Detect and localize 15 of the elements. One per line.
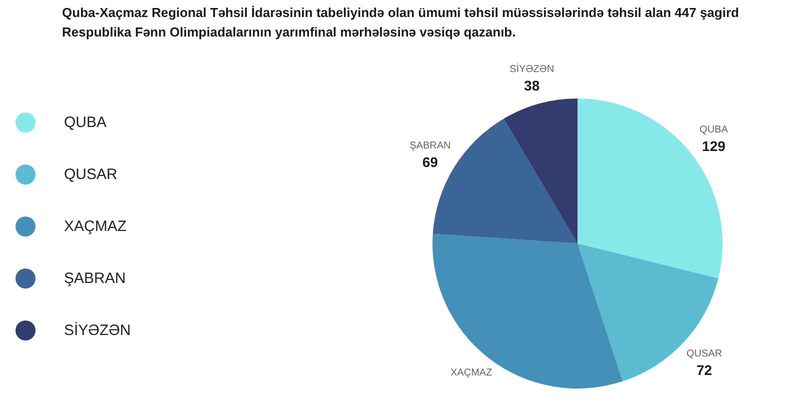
chart-title: Quba-Xaçmaz Regional Təhsil İdarəsinin tabeliyində olan ümumi təhsil müəssisələrində təhsil alan 447 şagird Respublika Fənn Olimpiadalarının yarımfinal mərhələsinə vəsiqə qazanıb.: [62, 5, 740, 40]
slice-label: ŞABRAN: [410, 140, 451, 152]
slice-label: QUSAR: [686, 348, 722, 360]
legend-label: QUBA: [64, 114, 107, 130]
slice-label: QUBA: [700, 124, 728, 136]
data-label: 129: [702, 138, 726, 154]
data-label: 38: [524, 78, 540, 94]
legend-label: ŞABRAN: [64, 270, 126, 286]
data-label: 72: [696, 362, 712, 378]
slice-label: SİYƏZƏN: [510, 63, 554, 76]
slice-label: XAÇMAZ: [450, 368, 492, 379]
legend-label: XAÇMAZ: [64, 218, 127, 234]
data-label: 69: [422, 154, 438, 170]
legend-label: SİYƏZƏN: [64, 322, 131, 338]
legend-label: QUSAR: [64, 166, 118, 182]
